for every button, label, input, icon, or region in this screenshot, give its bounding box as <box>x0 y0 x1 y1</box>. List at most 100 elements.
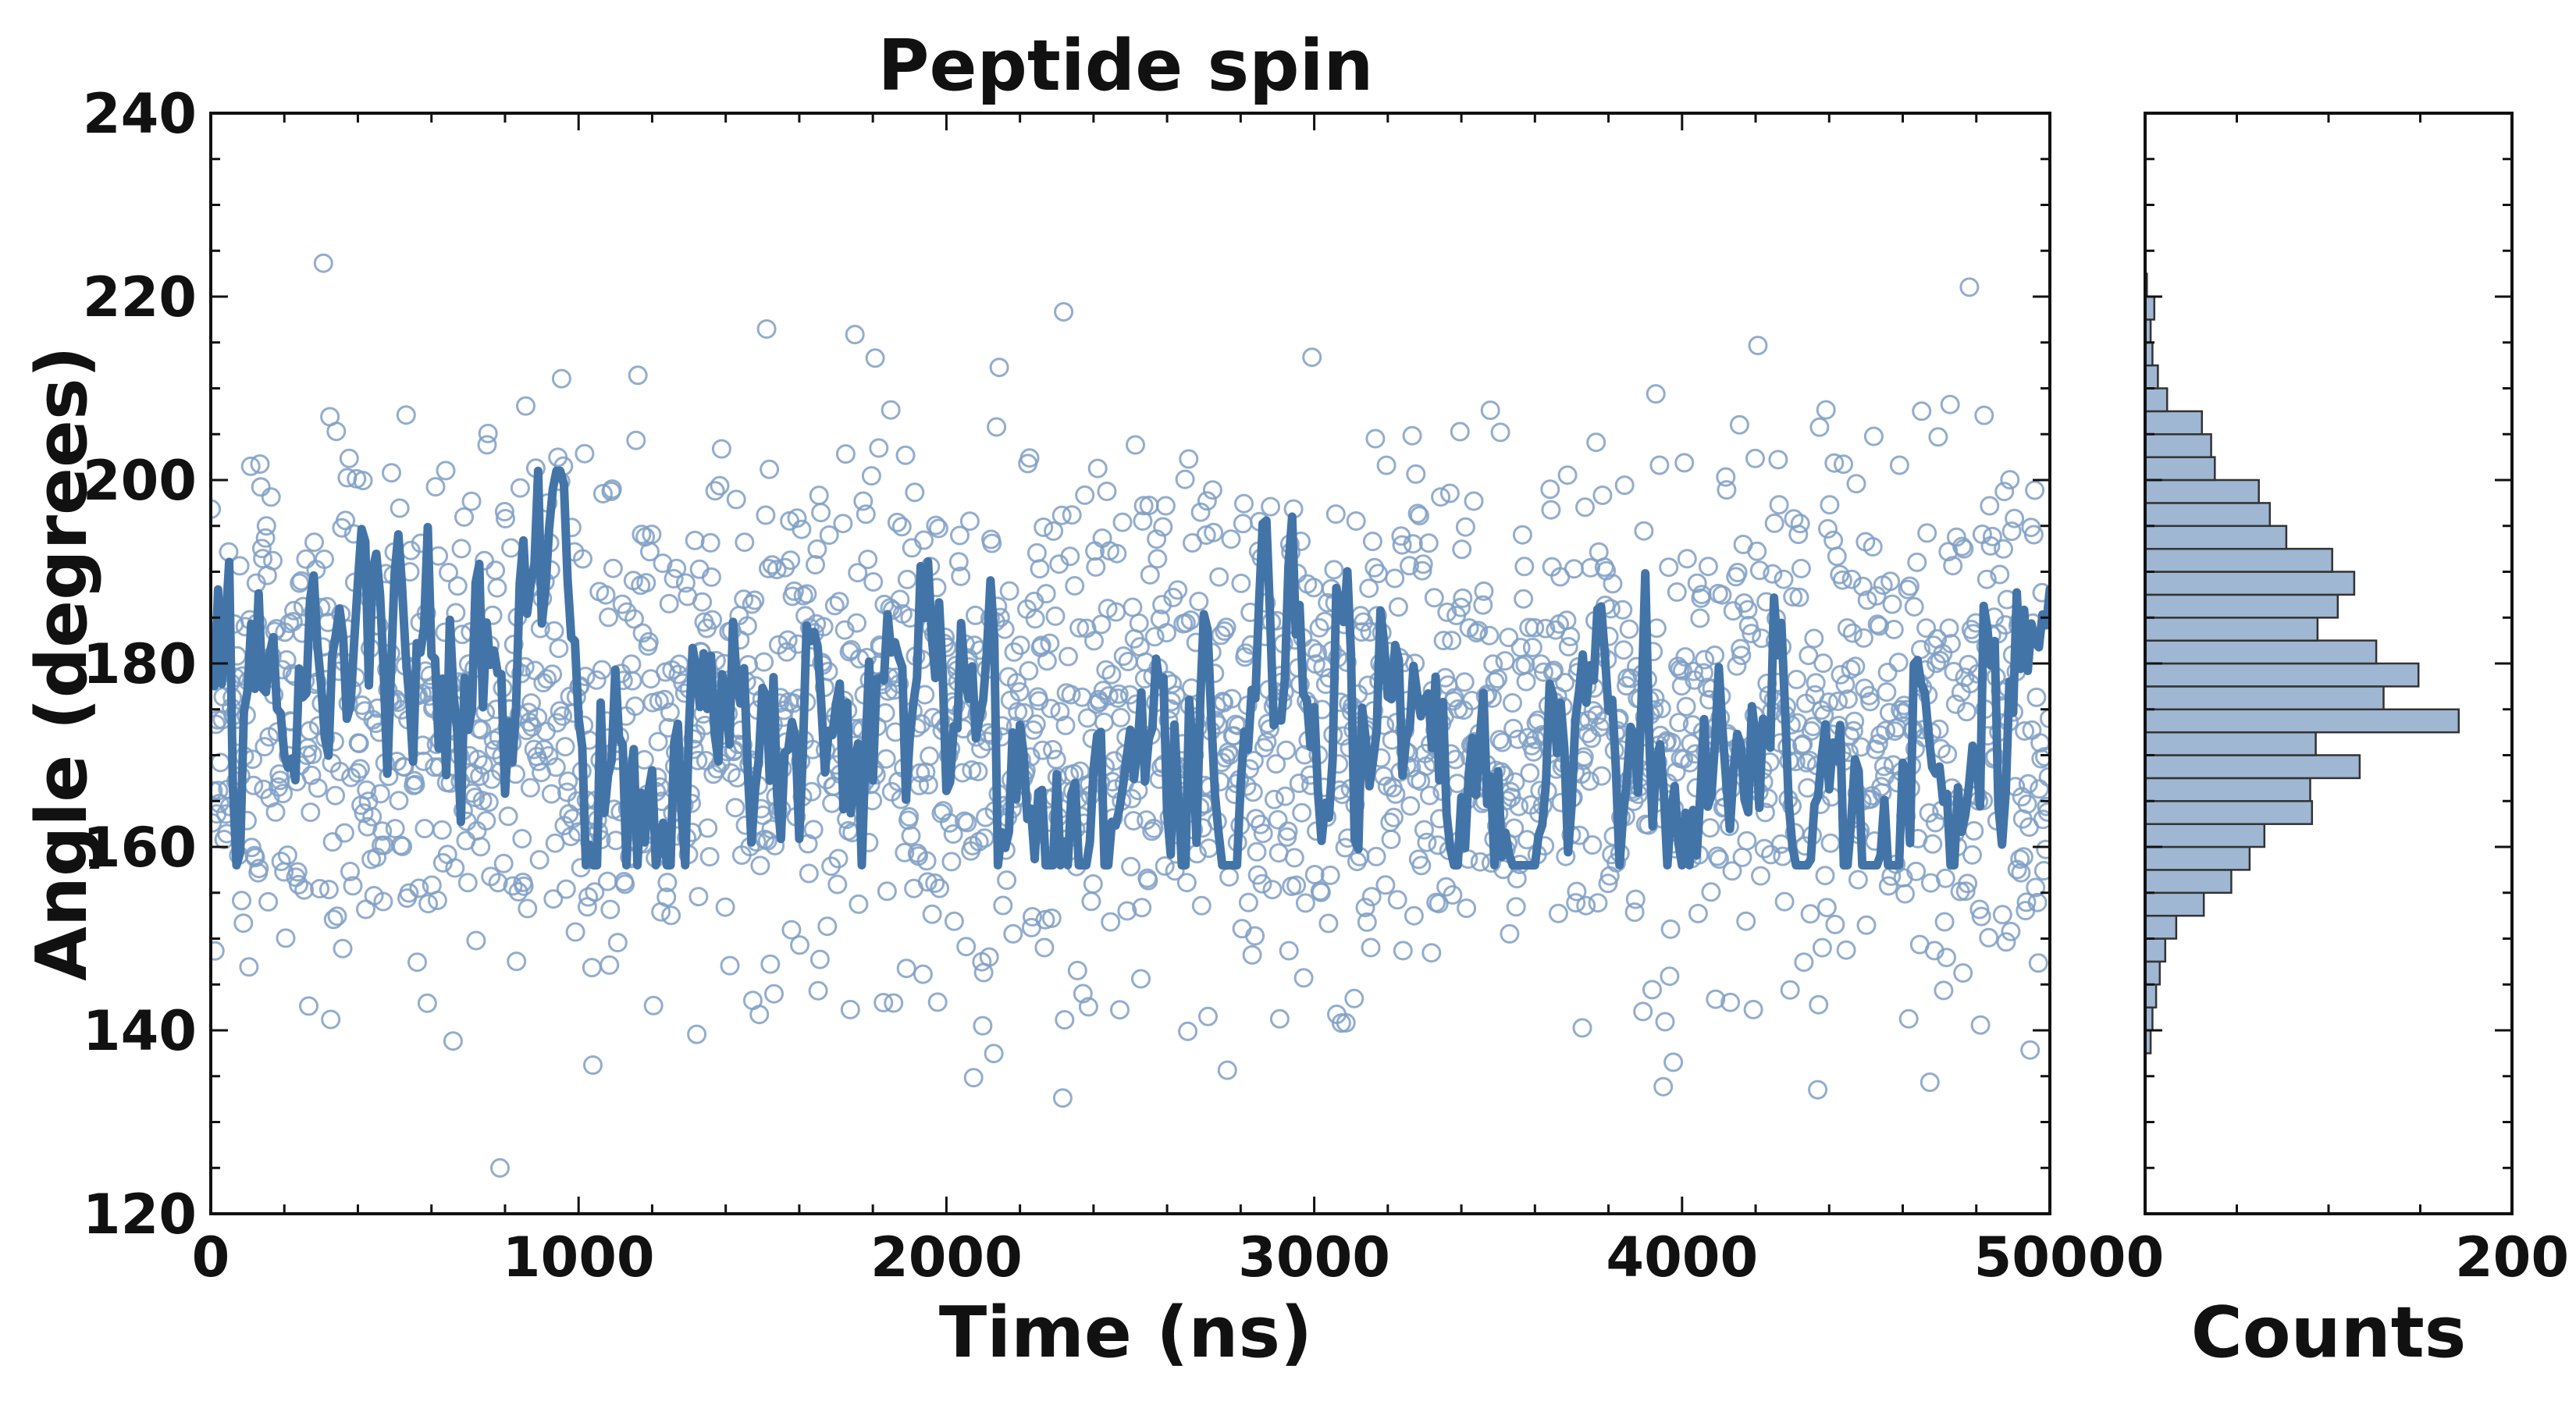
scatter-point <box>571 858 591 878</box>
scatter-point <box>1898 1008 1919 1029</box>
scatter-point <box>417 993 437 1013</box>
scatter-point <box>1877 663 1898 682</box>
scatter-point <box>667 558 687 578</box>
scatter-point <box>528 752 549 771</box>
scatter-point <box>600 899 621 919</box>
scatter-point <box>393 836 413 856</box>
scatter-point <box>891 517 912 537</box>
scatter-point <box>446 603 466 623</box>
scatter-point <box>1324 560 1344 580</box>
scatter-point <box>1368 564 1388 584</box>
histogram-bar <box>2144 478 2260 504</box>
scatter-point <box>1736 911 1756 931</box>
scatter-point <box>632 525 652 545</box>
scatter-point <box>784 581 804 601</box>
scatter-point <box>916 851 937 871</box>
scatter-point <box>522 717 543 737</box>
histogram-plot <box>2144 112 2514 1215</box>
scatter-point <box>2005 508 2025 528</box>
scatter-point <box>999 581 1019 601</box>
scatter-point <box>1768 450 1788 470</box>
scatter-point <box>1118 652 1138 671</box>
scatter-point <box>1586 432 1606 453</box>
scatter-point <box>750 855 770 876</box>
scatter-point <box>1800 904 1820 924</box>
scatter-point <box>1796 752 1816 773</box>
scatter-point <box>507 951 527 972</box>
scatter-point <box>1906 861 1927 881</box>
scatter-point <box>1019 448 1040 468</box>
scatter-point <box>1034 518 1054 537</box>
scatter-point <box>1052 1088 1073 1108</box>
y-tick-label-180: 180 <box>83 632 197 696</box>
scatter-point <box>486 560 506 581</box>
scatter-point <box>1787 670 1806 689</box>
scatter-point <box>602 479 622 500</box>
scatter-point <box>1669 713 1689 733</box>
scatter-point <box>1191 895 1212 916</box>
scatter-point <box>899 807 920 827</box>
scatter-point <box>578 887 599 907</box>
main-plot-ticks <box>209 112 2051 1215</box>
scatter-point <box>255 528 276 548</box>
scatter-point <box>781 550 801 571</box>
scatter-point <box>951 566 971 586</box>
hist-x-axis-label: Counts <box>2191 1292 2467 1374</box>
scatter-point <box>928 518 948 539</box>
scatter-point <box>1688 903 1708 923</box>
scatter-point <box>1976 569 1997 589</box>
scatter-point <box>1773 846 1793 866</box>
scatter-point <box>409 878 429 898</box>
scatter-point <box>660 702 680 722</box>
scatter-point <box>1084 631 1104 651</box>
scatter-point <box>1054 302 1074 322</box>
scatter-point <box>1252 873 1272 894</box>
scatter-point <box>466 930 486 951</box>
scatter-point <box>240 456 261 476</box>
scatter-point <box>537 669 557 689</box>
scatter-point <box>301 802 321 823</box>
scatter-point <box>720 955 740 976</box>
scatter-point <box>370 784 390 804</box>
scatter-point <box>340 862 360 881</box>
histogram-bar <box>2144 593 2339 619</box>
scatter-point <box>1075 485 1095 505</box>
scatter-point <box>1904 596 1924 617</box>
scatter-point <box>809 486 829 506</box>
scatter-point <box>1108 684 1129 704</box>
scatter-point <box>1889 455 1909 475</box>
scatter-point <box>1304 578 1324 598</box>
scatter-point <box>689 559 710 579</box>
scatter-point <box>498 806 518 827</box>
scatter-point <box>1041 699 1061 719</box>
scatter-point <box>1738 615 1759 635</box>
scatter-point <box>1899 576 1920 596</box>
scatter-point <box>968 762 988 781</box>
scatter-point <box>585 882 605 902</box>
scatter-point <box>1455 517 1475 537</box>
scatter-point <box>1877 682 1897 702</box>
scatter-point <box>1828 692 1848 711</box>
histogram-bar <box>2144 731 2317 756</box>
scatter-point <box>809 949 830 969</box>
histogram-bar <box>2144 662 2420 688</box>
scatter-point <box>313 253 333 273</box>
scatter-point <box>1592 486 1613 505</box>
scatter-point <box>636 573 656 593</box>
scatter-point <box>1123 597 1143 617</box>
scatter-point <box>476 811 496 831</box>
scatter-point <box>720 763 741 783</box>
scatter-point <box>553 706 573 726</box>
scatter-point <box>1500 923 1520 944</box>
scatter-point <box>1178 1021 1198 1041</box>
scatter-point <box>993 895 1013 916</box>
scatter-point <box>1646 384 1666 404</box>
scatter-point <box>806 555 825 574</box>
scatter-point <box>1952 536 1972 557</box>
scatter-point <box>1653 1076 1674 1097</box>
hist-x-tick-label-0: 0 <box>2126 1225 2165 1289</box>
scatter-point <box>582 958 602 978</box>
scatter-point <box>510 478 530 498</box>
scatter-point <box>643 995 664 1016</box>
histogram-bar <box>2144 685 2385 711</box>
